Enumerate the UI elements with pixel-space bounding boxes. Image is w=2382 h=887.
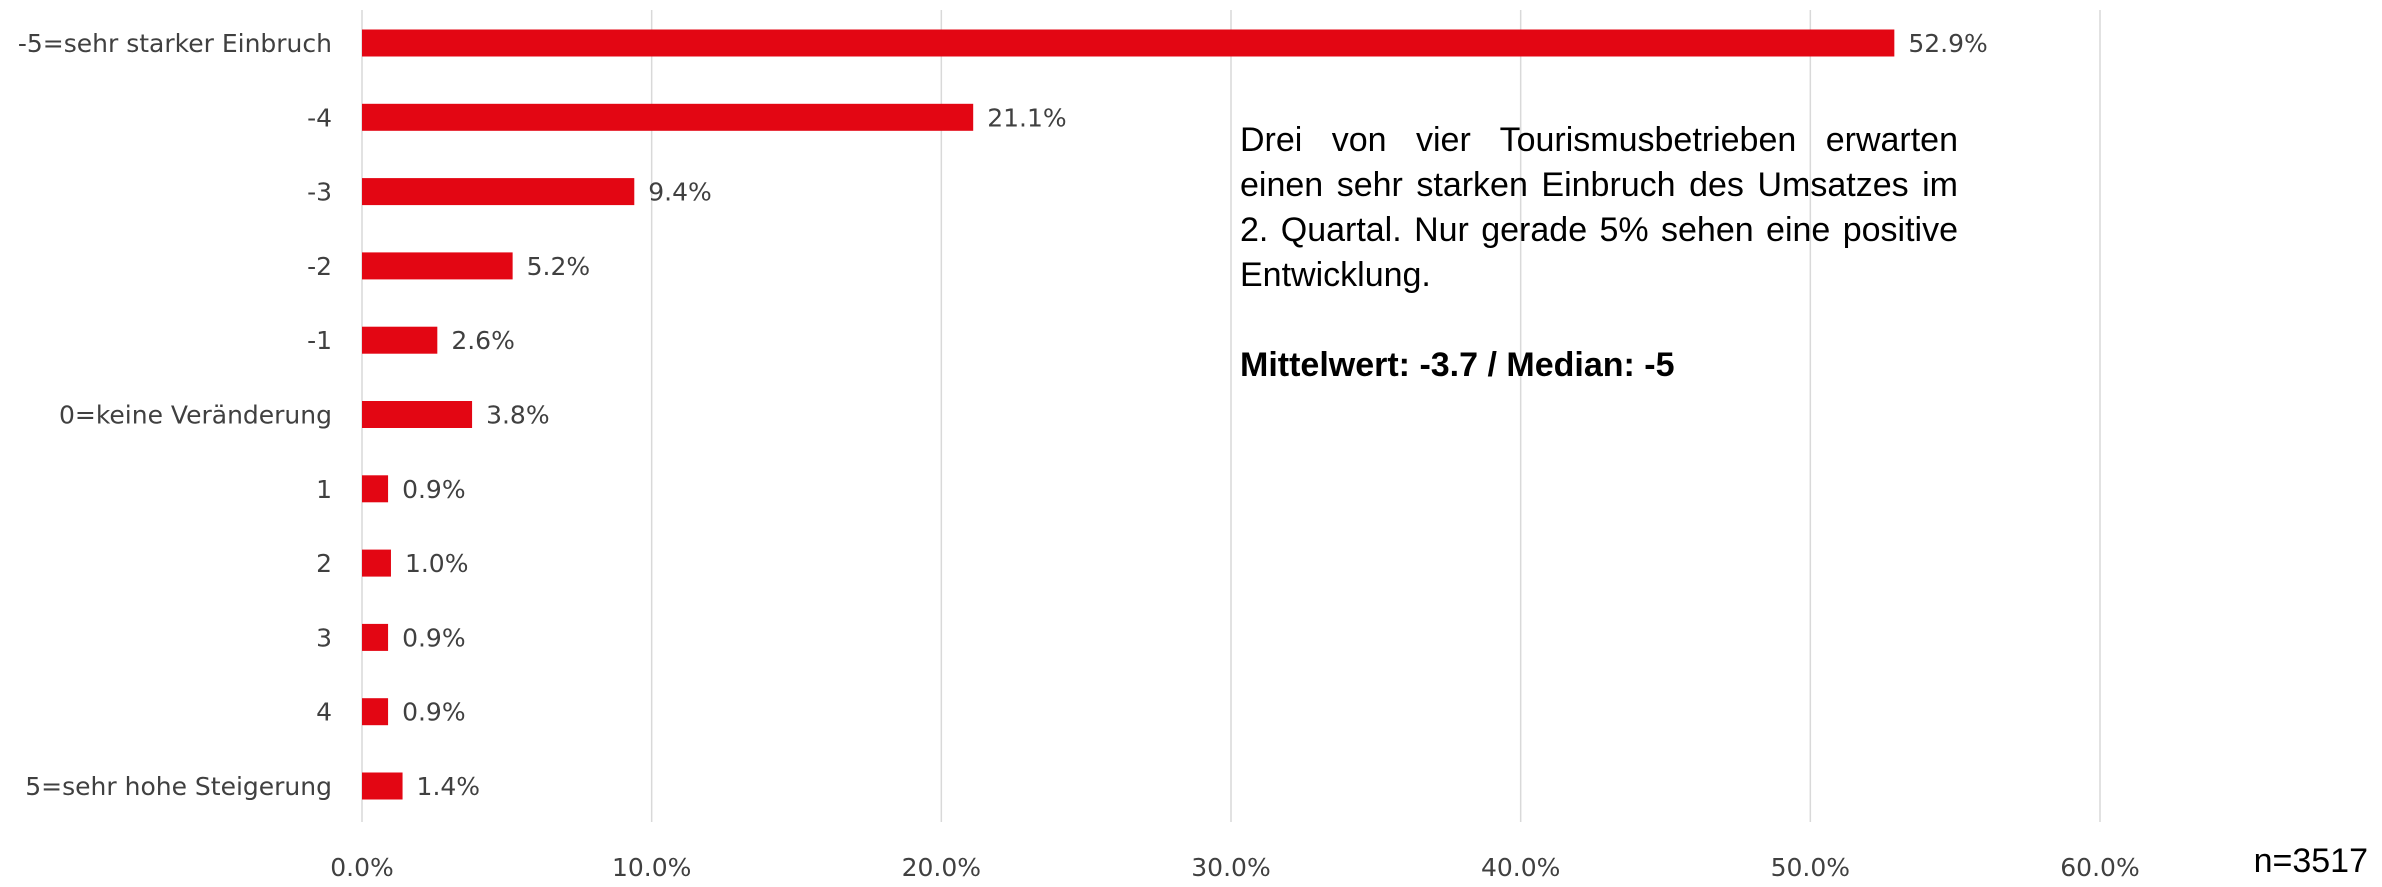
bar <box>362 401 473 428</box>
category-label: 5=sehr hohe Steigerung <box>25 772 332 801</box>
bar <box>362 29 1895 57</box>
category-label: 0=keine Veränderung <box>59 401 332 430</box>
bars <box>362 29 1895 800</box>
bar <box>362 178 635 206</box>
data-label: 0.9% <box>402 475 466 504</box>
bar <box>362 252 513 280</box>
annotation-box: Drei von vier Tourismusbetrieben erwarte… <box>1240 118 1958 388</box>
x-tick-label: 50.0% <box>1771 853 1850 882</box>
category-label: -1 <box>307 326 332 355</box>
data-label: 5.2% <box>527 252 591 281</box>
gridlines <box>361 10 2101 822</box>
x-tick-label: 40.0% <box>1481 853 1560 882</box>
data-label: 0.9% <box>402 698 466 727</box>
annotation-text: Drei von vier Tourismusbetrieben erwarte… <box>1240 121 1958 294</box>
category-label: -4 <box>307 103 332 132</box>
category-label: 4 <box>316 698 332 727</box>
category-label: -5=sehr starker Einbruch <box>18 29 332 58</box>
data-labels: 52.9% 21.1% 9.4% 5.2% 2.6% 3.8% 0.9% 1.0% 0.9% 0.… <box>402 29 1988 801</box>
sample-size-label: n=3517 <box>2253 842 2368 880</box>
x-axis-ticks: 0.0% 10.0% 20.0% 30.0% 40.0% 50.0% 60.0% <box>330 853 2139 882</box>
bar <box>362 549 391 577</box>
x-tick-label: 30.0% <box>1191 853 1270 882</box>
bar <box>362 698 389 726</box>
category-labels: -5=sehr starker Einbruch -4 -3 -2 -1 0=keine … <box>18 29 332 801</box>
data-label: 0.9% <box>402 623 466 652</box>
x-tick-label: 20.0% <box>902 853 981 882</box>
bar <box>362 623 389 651</box>
data-label: 9.4% <box>648 178 712 207</box>
data-label: 52.9% <box>1908 29 1987 58</box>
category-label: -3 <box>307 178 332 207</box>
data-label: 21.1% <box>987 103 1066 132</box>
annotation-stats: Mittelwert: -3.7 / Median: -5 <box>1240 346 1675 384</box>
bar <box>362 772 403 800</box>
category-label: 3 <box>316 623 332 652</box>
bar <box>362 326 438 354</box>
category-label: 2 <box>316 549 332 578</box>
data-label: 2.6% <box>451 326 515 355</box>
data-label: 1.4% <box>417 772 481 801</box>
data-label: 3.8% <box>486 401 550 430</box>
x-tick-label: 60.0% <box>2060 853 2139 882</box>
bar <box>362 475 389 503</box>
category-label: -2 <box>307 252 332 281</box>
category-label: 1 <box>316 475 332 504</box>
x-tick-label: 10.0% <box>612 853 691 882</box>
x-tick-label: 0.0% <box>330 853 394 882</box>
bar <box>362 103 974 131</box>
data-label: 1.0% <box>405 549 469 578</box>
